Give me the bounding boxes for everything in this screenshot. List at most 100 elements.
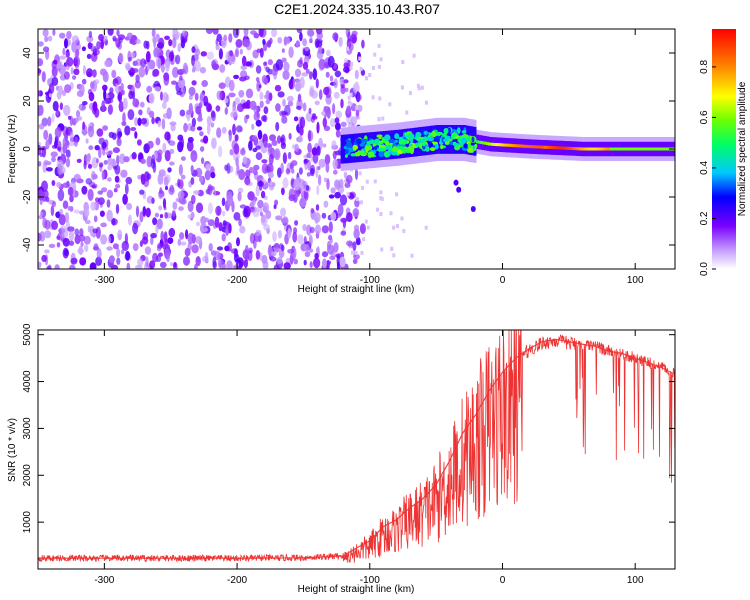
spectrum-noise-cell — [309, 261, 313, 268]
spectrum-noise-cell — [314, 100, 320, 106]
spectrum-noise-cell — [206, 51, 214, 60]
spectrum-noise-cell — [66, 57, 74, 67]
spectrum-noise-cell — [234, 48, 239, 58]
spectrum-noise-cell — [158, 252, 163, 257]
spectrum-speckle — [412, 53, 416, 58]
spectrum-core-cell — [639, 147, 643, 151]
spectrum-speckle — [350, 61, 354, 66]
spectrum-noise-cell — [168, 227, 176, 238]
spectrum-noise-cell — [135, 205, 140, 218]
spectrum-noise-cell — [207, 202, 213, 215]
colorbar-tick-label: 0.0 — [699, 262, 710, 276]
spectrum-noise-cell — [233, 212, 241, 221]
spectrum-noise-cell — [167, 237, 174, 245]
spectrum-core-cell — [631, 147, 635, 151]
spectrum-noise-cell — [188, 86, 196, 96]
spectrum-noise-cell — [111, 69, 117, 79]
spectrum-noise-cell — [210, 171, 216, 179]
spectrum-noise-cell — [328, 234, 333, 241]
spectrum-noise-cell — [283, 61, 290, 72]
spectrum-noise-cell — [311, 147, 318, 156]
spectrum-core-cell — [609, 147, 613, 151]
spectrum-noise-cell — [62, 182, 70, 188]
spectrum-noise-cell — [237, 191, 242, 202]
spectrum-core-cell — [625, 147, 629, 151]
spectrum-noise-cell — [54, 126, 62, 138]
spectrum-noise-cell — [193, 190, 200, 195]
spectrum-core-cell — [617, 147, 621, 151]
spectrum-noise-cell — [195, 256, 201, 267]
spectrum-speckle — [395, 192, 399, 197]
colorbar-label: Normalized spectral amplitude — [737, 81, 748, 216]
spectrum-noise-cell — [224, 107, 228, 115]
spectrum-noise-cell — [360, 69, 366, 76]
spectrum-core-cell — [615, 147, 619, 151]
spectrum-noise-cell — [340, 98, 344, 109]
spectrum-noise-cell — [100, 234, 108, 245]
spectrum-noise-cell — [142, 206, 147, 217]
spectrum-noise-cell — [139, 189, 145, 195]
spectrum-speckle — [347, 100, 351, 105]
snr-y-ticks: 1000 2000 3000 4000 5000 — [22, 323, 675, 533]
spectrum-noise-cell — [138, 66, 146, 78]
spectrum-noise-cell — [93, 243, 99, 251]
spectrum-noise-cell — [145, 256, 149, 268]
spectrum-noise-cell — [343, 79, 349, 84]
spectrum-noise-cell — [255, 145, 261, 150]
spectrum-noise-cell — [92, 101, 98, 112]
spectrum-noise-cell — [218, 82, 226, 89]
spectrum-noise-cell — [52, 59, 58, 65]
spectrum-noise-cell — [257, 180, 264, 187]
spectrum-noise-cell — [289, 162, 294, 170]
spectrum-core-cell — [517, 144, 521, 148]
spectrum-noise-cell — [58, 85, 63, 96]
spectrum-noise-cell — [222, 220, 227, 227]
spectrum-noise-cell — [103, 88, 107, 101]
spectrum-noise-cell — [195, 48, 201, 57]
spectrum-noise-cell — [100, 38, 104, 50]
spectrum-noise-cell — [56, 146, 61, 151]
spectrum-noise-cell — [171, 80, 177, 85]
spectrum-noise-cell — [330, 187, 336, 194]
spectrum-core-cell — [633, 147, 637, 151]
spectrum-noise-cell — [38, 161, 42, 167]
spectrum-noise-cell — [299, 197, 307, 208]
spectrum-noise-cell — [93, 215, 98, 223]
spectrum-noise-cell — [251, 199, 256, 206]
spectrum-noise-cell — [212, 256, 217, 268]
spectrum-core-cell — [667, 147, 670, 151]
spectrum-noise-cell — [194, 92, 199, 101]
spectrum-noise-cell — [148, 92, 155, 104]
spectrum-noise-cell — [332, 150, 337, 160]
spectrum-noise-cell — [195, 221, 201, 227]
spectrum-noise-cell — [233, 74, 240, 80]
spectrum-noise-cell — [48, 82, 55, 94]
spectrum-noise-cell — [314, 224, 321, 235]
spectrum-core-cell — [581, 147, 585, 151]
spectrum-noise-cell — [160, 64, 165, 73]
spectrum-noise-cell — [201, 80, 208, 87]
spectrum-core-cell — [519, 144, 523, 148]
spectrum-noise-cell — [288, 188, 296, 200]
y-tick-label: 1000 — [22, 511, 33, 534]
spectrum-noise-cell — [191, 46, 196, 53]
spectrum-noise-cell — [346, 38, 352, 49]
spectrum-noise-cell — [71, 41, 77, 53]
x-tick-label: 0 — [500, 275, 506, 286]
spectrum-noise-cell — [165, 60, 170, 72]
spectrum-band-cell — [356, 133, 360, 163]
spectrum-noise-cell — [44, 36, 49, 43]
spectrum-noise-cell — [112, 243, 119, 250]
spectrum-band-cell — [340, 134, 344, 164]
spectrum-noise-cell — [269, 134, 276, 142]
spectrum-noise-cell — [288, 132, 292, 140]
spectrum-noise-cell — [51, 156, 56, 163]
spectrum-noise-cell — [211, 111, 216, 122]
spectrum-noise-cell — [101, 100, 105, 112]
spectrum-core-cell — [599, 147, 603, 151]
spectrum-signal-cell — [463, 143, 469, 149]
spectrum-noise-cell — [70, 257, 78, 265]
spectrum-noise-cell — [77, 234, 86, 242]
spectrum-noise-cell — [297, 93, 302, 103]
spectrum-noise-cell — [62, 143, 68, 154]
